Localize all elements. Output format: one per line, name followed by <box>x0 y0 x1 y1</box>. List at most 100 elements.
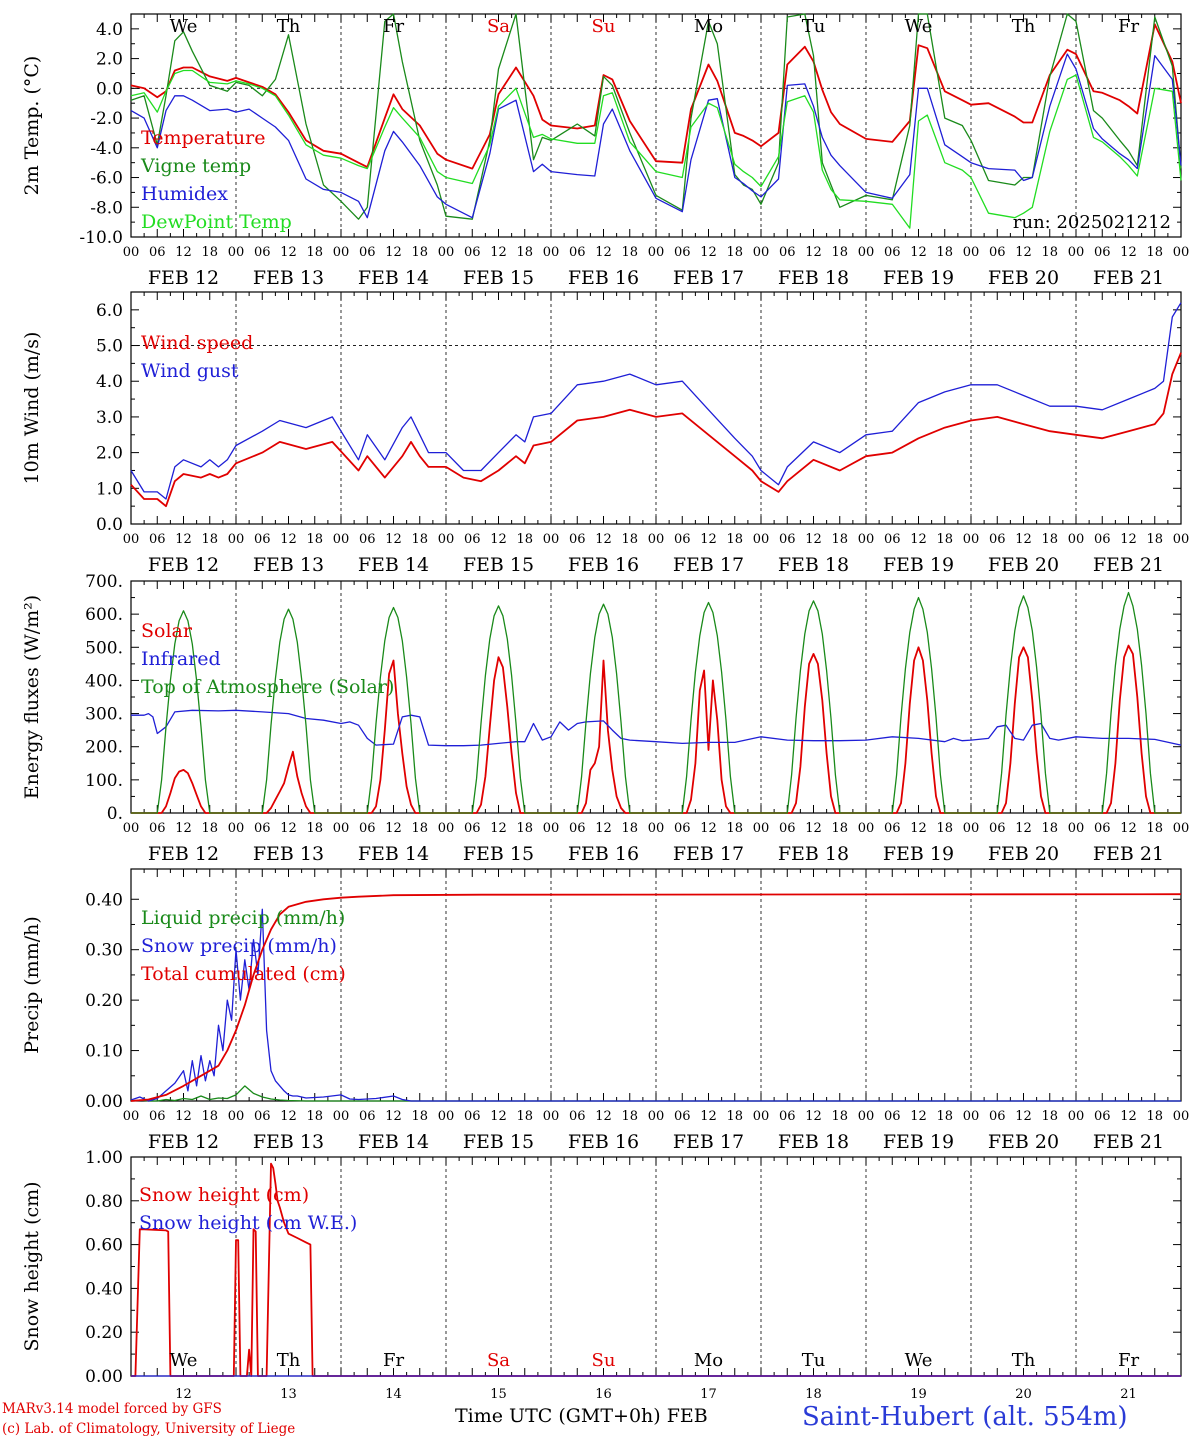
hour-tick-label: 06 <box>779 245 796 260</box>
series-line-humidex <box>130 53 1182 219</box>
hour-tick-label: 12 <box>1120 821 1137 836</box>
y-tick-label: 2.0 <box>96 50 123 70</box>
hour-tick-label: 18 <box>831 245 848 260</box>
hour-tick-label: 12 <box>280 245 297 260</box>
hour-tick-label: 18 <box>831 532 848 547</box>
hour-tick-label: 00 <box>228 1109 245 1124</box>
date-label: FEB 20 <box>988 554 1059 576</box>
y-tick-label: 0.0 <box>96 515 123 535</box>
legend-entry: Total cumulated (cm) <box>141 963 346 985</box>
hour-tick-label: 18 <box>411 821 428 836</box>
hour-tick-label: 12 <box>1015 821 1032 836</box>
date-label: FEB 13 <box>253 1131 324 1153</box>
hour-tick-label: 06 <box>464 532 481 547</box>
hour-tick-label: 06 <box>1094 1109 1111 1124</box>
weekday-label: Mo <box>694 1350 723 1371</box>
y-tick-label: 400. <box>85 671 123 691</box>
series-line-wind-gust <box>130 302 1182 500</box>
date-label: FEB 16 <box>568 267 639 289</box>
y-axis-title: 10m Wind (m/s) <box>21 332 43 485</box>
date-label: FEB 16 <box>568 554 639 576</box>
y-tick-label: 0.80 <box>85 1192 123 1212</box>
date-label: FEB 17 <box>673 843 744 865</box>
hour-tick-label: 06 <box>149 532 166 547</box>
hour-tick-label: 12 <box>595 532 612 547</box>
series-line-wind-speed <box>130 352 1182 508</box>
weekday-label: Th <box>1012 1350 1036 1371</box>
date-label: FEB 12 <box>148 267 219 289</box>
hour-tick-label: 12 <box>280 1109 297 1124</box>
hour-tick-label: 06 <box>464 821 481 836</box>
hour-tick-label: 06 <box>569 532 586 547</box>
hour-tick-label: 12 <box>700 245 717 260</box>
y-tick-label: 0. <box>107 804 123 824</box>
y-tick-label: 2.0 <box>96 444 123 464</box>
hour-tick-label: 06 <box>674 245 691 260</box>
hour-tick-label: 06 <box>674 532 691 547</box>
y-tick-label: 200. <box>85 738 123 758</box>
weekday-label: Mo <box>694 16 723 37</box>
hour-tick-label: 06 <box>1094 245 1111 260</box>
y-tick-label: 700. <box>85 572 123 592</box>
date-label: FEB 12 <box>148 843 219 865</box>
hour-tick-label: 00 <box>963 821 980 836</box>
date-label: FEB 18 <box>778 554 849 576</box>
date-label: FEB 21 <box>1093 1131 1164 1153</box>
lab-credit: (c) Lab. of Climatology, University of L… <box>2 1421 296 1437</box>
hour-tick-label: 12 <box>175 532 192 547</box>
date-label: FEB 17 <box>673 267 744 289</box>
hour-tick-label: 06 <box>989 532 1006 547</box>
hour-tick-label: 06 <box>989 821 1006 836</box>
date-label: FEB 13 <box>253 267 324 289</box>
hour-tick-label: 12 <box>700 821 717 836</box>
hour-tick-label: 12 <box>1120 245 1137 260</box>
date-label: FEB 20 <box>988 1131 1059 1153</box>
hour-tick-label: 12 <box>280 532 297 547</box>
hour-tick-label: 18 <box>831 821 848 836</box>
date-label: FEB 15 <box>463 267 534 289</box>
date-label: FEB 18 <box>778 843 849 865</box>
series-line-temperature <box>130 23 1182 170</box>
y-tick-label: 4.0 <box>96 20 123 40</box>
hour-tick-label: 06 <box>254 245 271 260</box>
y-tick-label: 600. <box>85 605 123 625</box>
hour-tick-label: 00 <box>1173 245 1190 260</box>
hour-tick-label: 06 <box>149 245 166 260</box>
hour-tick-label: 06 <box>779 1109 796 1124</box>
hour-tick-label: 18 <box>1146 532 1163 547</box>
hour-tick-label: 00 <box>1173 821 1190 836</box>
y-axis-title: Snow height (cm) <box>21 1181 43 1351</box>
day-number-label: 15 <box>490 1387 507 1402</box>
date-label: FEB 19 <box>883 843 954 865</box>
y-axis-title: 2m Temp. (°C) <box>21 56 43 196</box>
hour-tick-label: 18 <box>1146 821 1163 836</box>
date-label: FEB 21 <box>1093 843 1164 865</box>
hour-tick-label: 06 <box>779 532 796 547</box>
hour-tick-label: 12 <box>385 245 402 260</box>
hour-tick-label: 00 <box>543 821 560 836</box>
hour-tick-label: 12 <box>385 532 402 547</box>
hour-tick-label: 06 <box>989 1109 1006 1124</box>
hour-tick-label: 18 <box>621 532 638 547</box>
hour-tick-label: 06 <box>674 1109 691 1124</box>
series-line-dewpoint-temp <box>130 69 1182 229</box>
hour-tick-label: 18 <box>1041 532 1058 547</box>
legend-entry: Infrared <box>141 648 221 670</box>
y-tick-label: 0.00 <box>85 1092 123 1112</box>
date-label: FEB 15 <box>463 554 534 576</box>
date-label: FEB 17 <box>673 554 744 576</box>
time-axis-title: Time UTC (GMT+0h) FEB <box>455 1405 708 1427</box>
hour-tick-label: 18 <box>621 821 638 836</box>
hour-tick-label: 06 <box>569 245 586 260</box>
model-credit: MARv3.14 model forced by GFS <box>2 1401 222 1417</box>
weekday-label: Tu <box>802 16 826 37</box>
hour-tick-label: 12 <box>490 821 507 836</box>
legend-entry: DewPoint Temp <box>141 211 292 233</box>
hour-tick-label: 06 <box>1094 532 1111 547</box>
hour-tick-label: 06 <box>884 1109 901 1124</box>
weekday-label: Th <box>277 1350 301 1371</box>
date-label: FEB 15 <box>463 1131 534 1153</box>
hour-tick-label: 18 <box>516 532 533 547</box>
date-label: FEB 19 <box>883 267 954 289</box>
